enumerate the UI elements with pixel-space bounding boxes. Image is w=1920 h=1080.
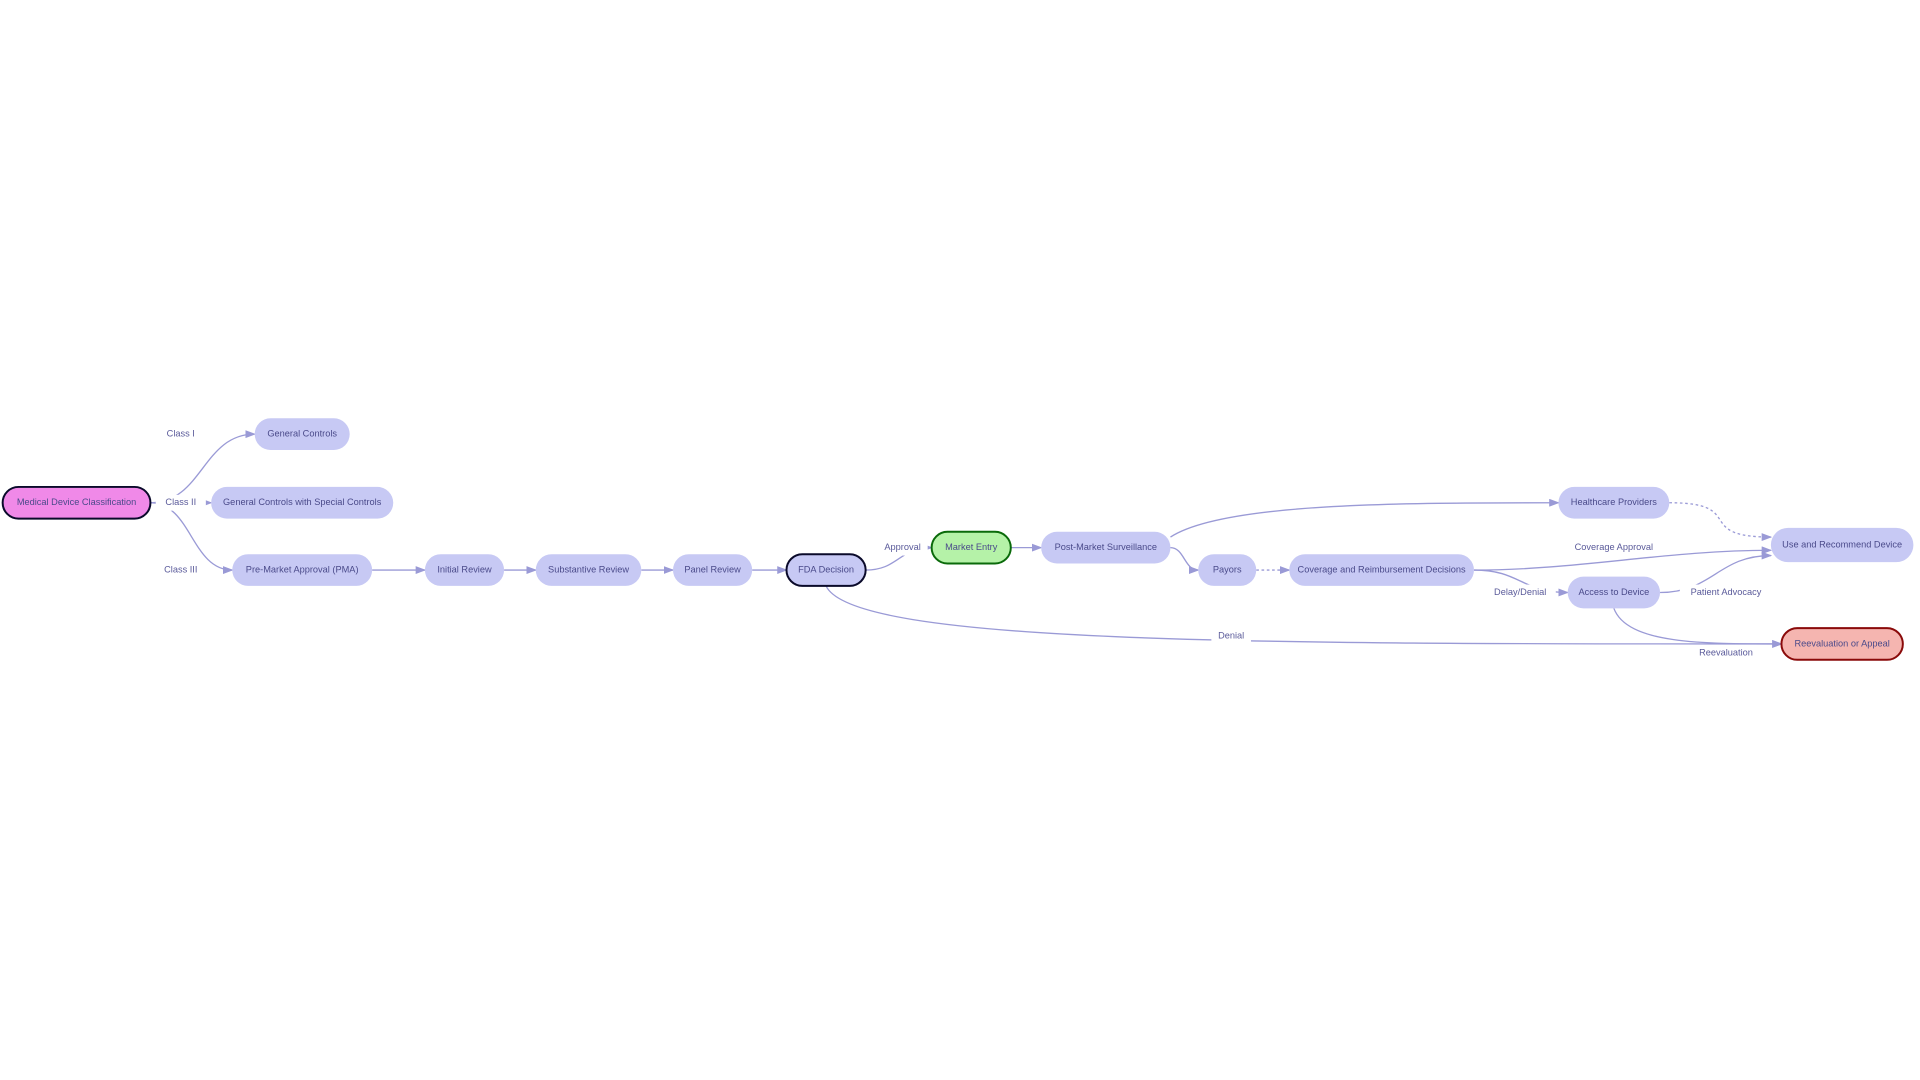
edge-label-bg	[1565, 540, 1663, 556]
edge-label-bg	[1690, 645, 1761, 661]
edge-post-market-to-healthcare-providers	[1170, 503, 1558, 537]
flowchart-diagram: Medical Device ClassificationGeneral Con…	[0, 0, 1920, 1080]
node-coverage	[1289, 554, 1474, 586]
edge-label-bg	[158, 426, 203, 442]
node-general-special	[211, 487, 393, 519]
edge-healthcare-providers-to-use-recommend	[1669, 503, 1771, 537]
node-healthcare-providers	[1558, 487, 1669, 519]
node-general-controls	[255, 418, 350, 450]
node-market-entry	[932, 532, 1011, 564]
node-panel-review	[673, 554, 752, 586]
edge-label-bg	[1680, 585, 1772, 601]
node-use-recommend	[1771, 528, 1914, 562]
node-post-market	[1041, 532, 1170, 564]
node-pma	[232, 554, 372, 586]
edge-label-bg	[156, 495, 206, 511]
edge-access-to-reevaluation	[1614, 608, 1782, 644]
edge-label-bg	[153, 562, 208, 578]
node-payors	[1198, 554, 1256, 586]
node-access	[1568, 577, 1660, 609]
edge-post-market-to-payors	[1170, 548, 1198, 570]
edge-label-bg	[1485, 585, 1556, 601]
node-substantive-review	[536, 554, 642, 586]
node-reevaluation	[1781, 628, 1902, 660]
node-classification	[3, 487, 151, 519]
edge-label-bg	[1211, 628, 1251, 644]
node-fda-decision	[786, 554, 865, 586]
node-initial-review	[425, 554, 504, 586]
edge-label-bg	[878, 540, 928, 556]
